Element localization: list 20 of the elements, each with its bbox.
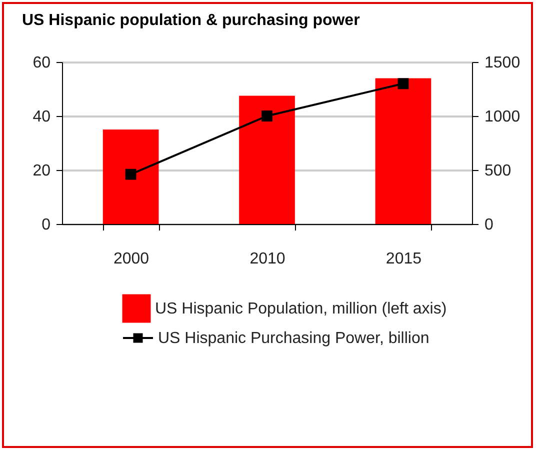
point [125,168,136,180]
x-tick-label: 2000 [113,250,150,268]
legend-label: US Hispanic Purchasing Power, billion [158,330,430,347]
x-tick-label: 2010 [250,250,286,268]
y-tick-label: 20 [32,162,51,180]
y-tick-label: 40 [32,108,51,126]
point [398,78,409,90]
y2-tick-label: 0 [484,216,494,234]
x-tick-label: 2015 [386,250,422,268]
y2-tick-label: 500 [484,162,512,180]
y-tick-label: 0 [42,216,51,234]
bar [239,96,295,224]
point [262,110,272,122]
y2-tick-label: 1500 [484,54,520,72]
chart-title: US Hispanic population & purchasing power [22,12,360,29]
legend-label: US Hispanic Population, million (left axis) [155,300,447,318]
bar [102,130,159,224]
bar [375,78,432,224]
y-tick-label: 60 [32,54,51,72]
y2-tick-label: 1000 [484,108,520,126]
